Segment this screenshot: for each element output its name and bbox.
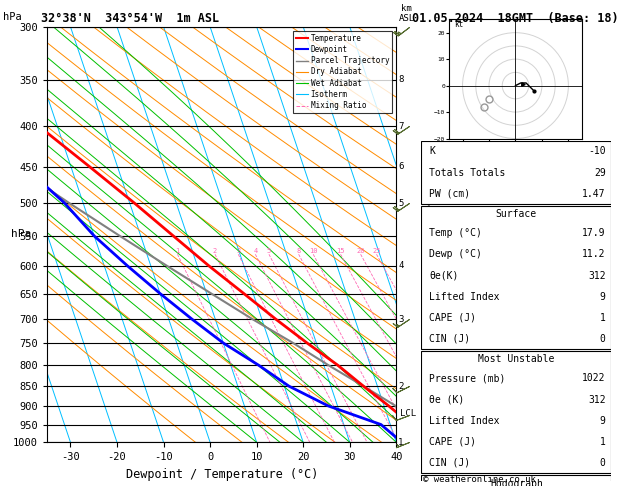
Text: θe (K): θe (K) — [429, 395, 464, 404]
Text: 1: 1 — [600, 312, 606, 323]
Text: 5: 5 — [267, 248, 271, 254]
X-axis label: Dewpoint / Temperature (°C): Dewpoint / Temperature (°C) — [126, 468, 318, 481]
Text: 32°38'N  343°54'W  1m ASL: 32°38'N 343°54'W 1m ASL — [41, 12, 219, 25]
Text: 25: 25 — [372, 248, 381, 254]
Text: Most Unstable: Most Unstable — [478, 354, 555, 364]
Text: 0: 0 — [600, 334, 606, 344]
Text: 9: 9 — [600, 292, 606, 302]
Text: Dewp (°C): Dewp (°C) — [429, 249, 482, 260]
Text: 29: 29 — [594, 168, 606, 177]
Text: 1: 1 — [600, 437, 606, 447]
Text: 3: 3 — [398, 314, 403, 324]
Text: Temp (°C): Temp (°C) — [429, 228, 482, 238]
Text: © weatheronline.co.uk: © weatheronline.co.uk — [423, 474, 535, 484]
Text: hPa: hPa — [3, 12, 22, 22]
Text: 312: 312 — [588, 395, 606, 404]
Text: 11.2: 11.2 — [582, 249, 606, 260]
Text: 2: 2 — [213, 248, 217, 254]
Text: CAPE (J): CAPE (J) — [429, 437, 476, 447]
Text: CIN (J): CIN (J) — [429, 458, 470, 468]
Text: hPa: hPa — [11, 229, 31, 240]
Text: Lifted Index: Lifted Index — [429, 292, 499, 302]
Text: K: K — [429, 146, 435, 156]
Bar — [421, 141, 611, 204]
Text: Surface: Surface — [496, 209, 537, 219]
Text: 10: 10 — [309, 248, 318, 254]
Text: 7: 7 — [398, 122, 403, 131]
Text: Mixing Ratio (g/kg): Mixing Ratio (g/kg) — [423, 183, 432, 286]
Text: -10: -10 — [588, 146, 606, 156]
Text: 8: 8 — [296, 248, 301, 254]
Text: 01.05.2024  18GMT  (Base: 18): 01.05.2024 18GMT (Base: 18) — [412, 12, 618, 25]
Text: 20: 20 — [357, 248, 365, 254]
Text: 5: 5 — [398, 199, 403, 208]
Text: 15: 15 — [337, 248, 345, 254]
Text: 1: 1 — [175, 248, 180, 254]
Text: 4: 4 — [398, 261, 403, 270]
Text: θe(K): θe(K) — [429, 271, 459, 280]
Text: Hodograph: Hodograph — [490, 479, 543, 486]
Text: kt: kt — [455, 20, 464, 29]
Text: 1.47: 1.47 — [582, 189, 606, 199]
Text: 312: 312 — [588, 271, 606, 280]
Text: km
ASL: km ASL — [399, 4, 415, 22]
Text: 2: 2 — [398, 382, 403, 391]
Text: 9: 9 — [600, 416, 606, 426]
Text: 17.9: 17.9 — [582, 228, 606, 238]
Text: CIN (J): CIN (J) — [429, 334, 470, 344]
Text: 3: 3 — [236, 248, 240, 254]
Bar — [421, 351, 611, 473]
Text: PW (cm): PW (cm) — [429, 189, 470, 199]
Text: CAPE (J): CAPE (J) — [429, 312, 476, 323]
Bar — [421, 475, 611, 486]
Text: LCL: LCL — [401, 409, 416, 418]
Text: 6: 6 — [398, 162, 403, 171]
Text: Pressure (mb): Pressure (mb) — [429, 373, 506, 383]
Legend: Temperature, Dewpoint, Parcel Trajectory, Dry Adiabat, Wet Adiabat, Isotherm, Mi: Temperature, Dewpoint, Parcel Trajectory… — [293, 31, 392, 113]
Text: Lifted Index: Lifted Index — [429, 416, 499, 426]
Text: 8: 8 — [398, 75, 403, 85]
Text: 0: 0 — [600, 458, 606, 468]
Bar — [421, 206, 611, 349]
Text: 1: 1 — [398, 438, 403, 447]
Text: 4: 4 — [253, 248, 257, 254]
Text: 1022: 1022 — [582, 373, 606, 383]
Text: Totals Totals: Totals Totals — [429, 168, 506, 177]
